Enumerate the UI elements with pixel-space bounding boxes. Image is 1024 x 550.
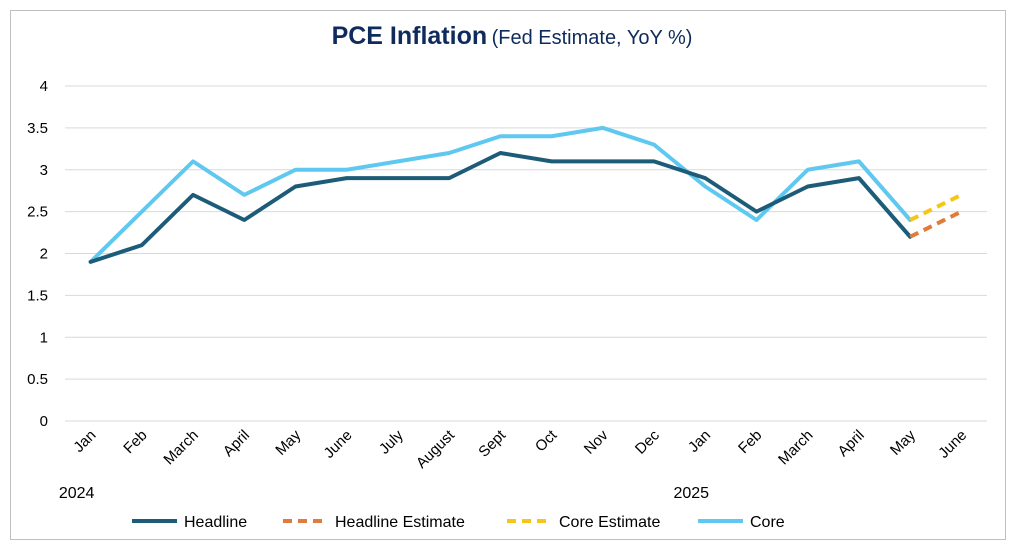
year-label: 2024 [59,485,95,502]
legend-label: Core Estimate [559,514,660,531]
year-label: 2025 [673,485,709,502]
legend-label: Headline Estimate [335,514,465,531]
y-tick-label: 1.5 [27,287,48,304]
legend-label: Core [750,514,785,531]
y-tick-label: 2.5 [27,204,48,221]
chart-subtitle: (Fed Estimate, YoY %) [491,27,693,49]
x-tick-label: March [160,427,201,468]
x-tick-label: June [321,427,356,462]
x-tick-label: Jan [685,427,714,456]
x-tick-label: Sept [475,426,509,460]
x-tick-label: May [887,426,919,458]
x-tick-label: May [272,426,304,458]
y-tick-label: 3.5 [27,120,48,137]
x-tick-label: Feb [735,427,765,457]
chart-frame [10,10,1006,540]
series-line-headline [88,151,913,264]
x-tick-label: Oct [532,426,561,455]
series-line-headline-estimate [909,209,963,239]
x-tick-label: Nov [581,426,612,457]
x-tick-label: March [775,427,816,468]
y-tick-label: 0 [40,413,48,430]
series-line-core-estimate [909,193,963,222]
y-tick-label: 4 [40,78,48,95]
x-tick-label: Dec [632,426,663,457]
y-tick-label: 2 [40,246,48,263]
y-tick-label: 1 [40,329,48,346]
x-tick-label: April [220,427,253,460]
x-tick-label: Jan [70,427,99,456]
x-tick-label: June [935,427,970,462]
x-tick-label: Feb [120,427,150,457]
chart-title-main: PCE Inflation [331,22,488,50]
x-tick-label: August [413,426,459,472]
y-tick-label: 3 [40,162,48,179]
x-tick-label: April [835,427,868,460]
legend-label: Headline [184,514,247,531]
y-tick-label: 0.5 [27,371,48,388]
x-tick-label: July [376,426,407,457]
chart-title: PCE Inflation (Fed Estimate, YoY %) [0,22,1024,51]
